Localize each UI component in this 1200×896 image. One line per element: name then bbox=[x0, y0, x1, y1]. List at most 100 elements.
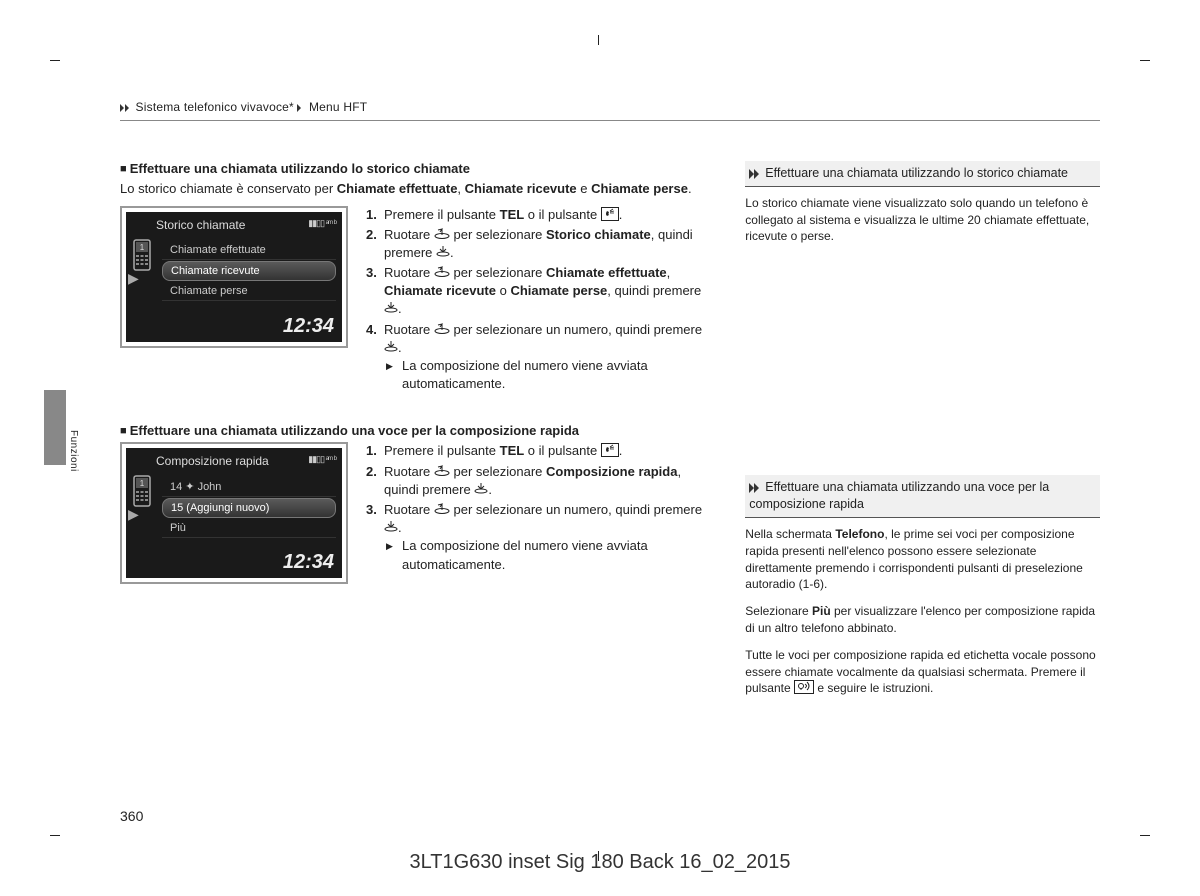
press-dial-icon bbox=[384, 301, 398, 313]
print-footer: 3LT1G630 inset Sig 180 Back 16_02_2015 bbox=[0, 851, 1200, 874]
text: . bbox=[488, 482, 492, 497]
sidebar1-text: Lo storico chiamate viene visualizzato s… bbox=[745, 195, 1100, 245]
text: Effettuare una chiamata utilizzando una … bbox=[749, 480, 1049, 511]
text-bold: Chiamate perse bbox=[510, 283, 607, 298]
screen-title: Storico chiamate bbox=[156, 218, 245, 232]
menu-item-selected: Chiamate ricevute bbox=[162, 261, 336, 281]
menu-item: Chiamate perse bbox=[162, 282, 336, 301]
text: e bbox=[577, 181, 591, 196]
text: . bbox=[398, 340, 402, 355]
svg-text:1: 1 bbox=[140, 479, 145, 488]
press-dial-icon bbox=[384, 340, 398, 352]
talk-button-icon bbox=[794, 680, 814, 694]
text: per selezionare bbox=[450, 464, 546, 479]
text: per selezionare bbox=[450, 227, 546, 242]
text-bold: Più bbox=[812, 604, 831, 618]
page-number: 360 bbox=[120, 808, 143, 824]
breadcrumb-part2: Menu HFT bbox=[309, 100, 367, 114]
main-column: Effettuare una chiamata utilizzando lo s… bbox=[120, 161, 705, 781]
text: Nella schermata bbox=[745, 527, 835, 541]
breadcrumb: Sistema telefonico vivavoce* Menu HFT bbox=[120, 100, 1100, 121]
text: o il pulsante bbox=[524, 443, 601, 458]
text: Ruotare bbox=[384, 322, 434, 337]
text-bold: Chiamate effettuate bbox=[546, 265, 667, 280]
press-dial-icon bbox=[384, 520, 398, 532]
screen-title: Composizione rapida bbox=[156, 454, 269, 468]
rotate-dial-icon bbox=[434, 322, 450, 334]
step: Ruotare per selezionare Chiamate effettu… bbox=[366, 264, 705, 319]
text-bold: TEL bbox=[500, 207, 525, 222]
text: , bbox=[667, 265, 671, 280]
step: Ruotare per selezionare un numero, quind… bbox=[366, 321, 705, 394]
section1-steps: Premere il pulsante TEL o il pulsante . … bbox=[366, 206, 705, 396]
rotate-dial-icon bbox=[434, 265, 450, 277]
screen-mock-history: Storico chiamate ▮▮▯▯ ᵃᵐ ᵇ ▶ 1 Chiamate … bbox=[120, 206, 348, 396]
menu-item: 14 ✦ John bbox=[162, 477, 336, 497]
text-bold: Storico chiamate bbox=[546, 227, 651, 242]
text: , quindi premere bbox=[607, 283, 701, 298]
step: Ruotare per selezionare un numero, quind… bbox=[366, 501, 705, 574]
section2-steps: Premere il pulsante TEL o il pulsante . … bbox=[366, 442, 705, 584]
breadcrumb-part1: Sistema telefonico vivavoce* bbox=[136, 100, 294, 114]
section1-title: Effettuare una chiamata utilizzando lo s… bbox=[120, 161, 705, 176]
phone-button-icon bbox=[601, 207, 619, 221]
section1-intro: Lo storico chiamate è conservato per Chi… bbox=[120, 180, 705, 198]
crop-mark bbox=[1140, 60, 1150, 61]
text-bold: Telefono bbox=[835, 527, 884, 541]
text: Ruotare bbox=[384, 265, 434, 280]
text: , bbox=[457, 181, 464, 196]
screen-mock-speeddial: Composizione rapida ▮▮▯▯ ᵃᵐ ᵇ ▶ 1 14 ✦ J… bbox=[120, 442, 348, 584]
crop-mark bbox=[598, 35, 599, 45]
chevron-double-icon bbox=[749, 483, 763, 493]
text-bold: Composizione rapida bbox=[546, 464, 677, 479]
step: Ruotare per selezionare Storico chiamate… bbox=[366, 226, 705, 262]
sidebar-column: Effettuare una chiamata utilizzando lo s… bbox=[745, 161, 1100, 781]
step: Premere il pulsante TEL o il pulsante . bbox=[366, 206, 705, 224]
text: . bbox=[398, 301, 402, 316]
text: . bbox=[688, 181, 692, 196]
sidebar1-heading: Effettuare una chiamata utilizzando lo s… bbox=[745, 161, 1100, 187]
phone-button-icon bbox=[601, 443, 619, 457]
rotate-dial-icon bbox=[434, 464, 450, 476]
text-bold: Chiamate perse bbox=[591, 181, 688, 196]
text: Ruotare bbox=[384, 464, 434, 479]
text: Ruotare bbox=[384, 227, 434, 242]
status-icons: ▮▮▯▯ ᵃᵐ ᵇ bbox=[308, 218, 336, 232]
text: Effettuare una chiamata utilizzando lo s… bbox=[765, 166, 1068, 180]
sidebar2-heading: Effettuare una chiamata utilizzando una … bbox=[745, 475, 1100, 518]
menu-item: Più bbox=[162, 519, 336, 538]
text-bold: Chiamate effettuate bbox=[337, 181, 458, 196]
menu-item-selected: 15 (Aggiungi nuovo) bbox=[162, 498, 336, 518]
chevron-double-icon bbox=[749, 169, 763, 179]
page: Sistema telefonico vivavoce* Menu HFT Ef… bbox=[60, 60, 1140, 836]
text-bold: Chiamate ricevute bbox=[465, 181, 577, 196]
crop-mark bbox=[50, 60, 60, 61]
status-icons: ▮▮▯▯ ᵃᵐ ᵇ bbox=[308, 454, 336, 468]
phone-icon: 1 bbox=[132, 474, 154, 574]
step: Ruotare per selezionare Composizione rap… bbox=[366, 463, 705, 499]
text: o il pulsante bbox=[524, 207, 601, 222]
press-dial-icon bbox=[436, 245, 450, 257]
step-result: La composizione del numero viene avviata… bbox=[384, 357, 705, 393]
phone-icon: 1 bbox=[132, 238, 154, 338]
text: Ruotare bbox=[384, 502, 434, 517]
text: Lo storico chiamate è conservato per bbox=[120, 181, 337, 196]
sidebar2-p1: Nella schermata Telefono, le prime sei v… bbox=[745, 526, 1100, 593]
step-result: La composizione del numero viene avviata… bbox=[384, 537, 705, 573]
menu-item: Chiamate effettuate bbox=[162, 241, 336, 260]
text: per selezionare bbox=[450, 265, 546, 280]
section2-title: Effettuare una chiamata utilizzando una … bbox=[120, 423, 705, 438]
clock: 12:34 bbox=[283, 315, 334, 338]
clock: 12:34 bbox=[283, 551, 334, 574]
crop-mark bbox=[1140, 835, 1150, 836]
press-dial-icon bbox=[474, 482, 488, 494]
svg-text:1: 1 bbox=[140, 243, 145, 252]
text: Selezionare bbox=[745, 604, 812, 618]
text: . bbox=[450, 245, 454, 260]
text-bold: TEL bbox=[500, 443, 525, 458]
chevron-right-icon bbox=[297, 104, 305, 112]
arrow-left-icon: ▶ bbox=[128, 506, 139, 523]
text: Premere il pulsante bbox=[384, 207, 500, 222]
text: e seguire le istruzioni. bbox=[814, 681, 933, 695]
text: o bbox=[496, 283, 510, 298]
